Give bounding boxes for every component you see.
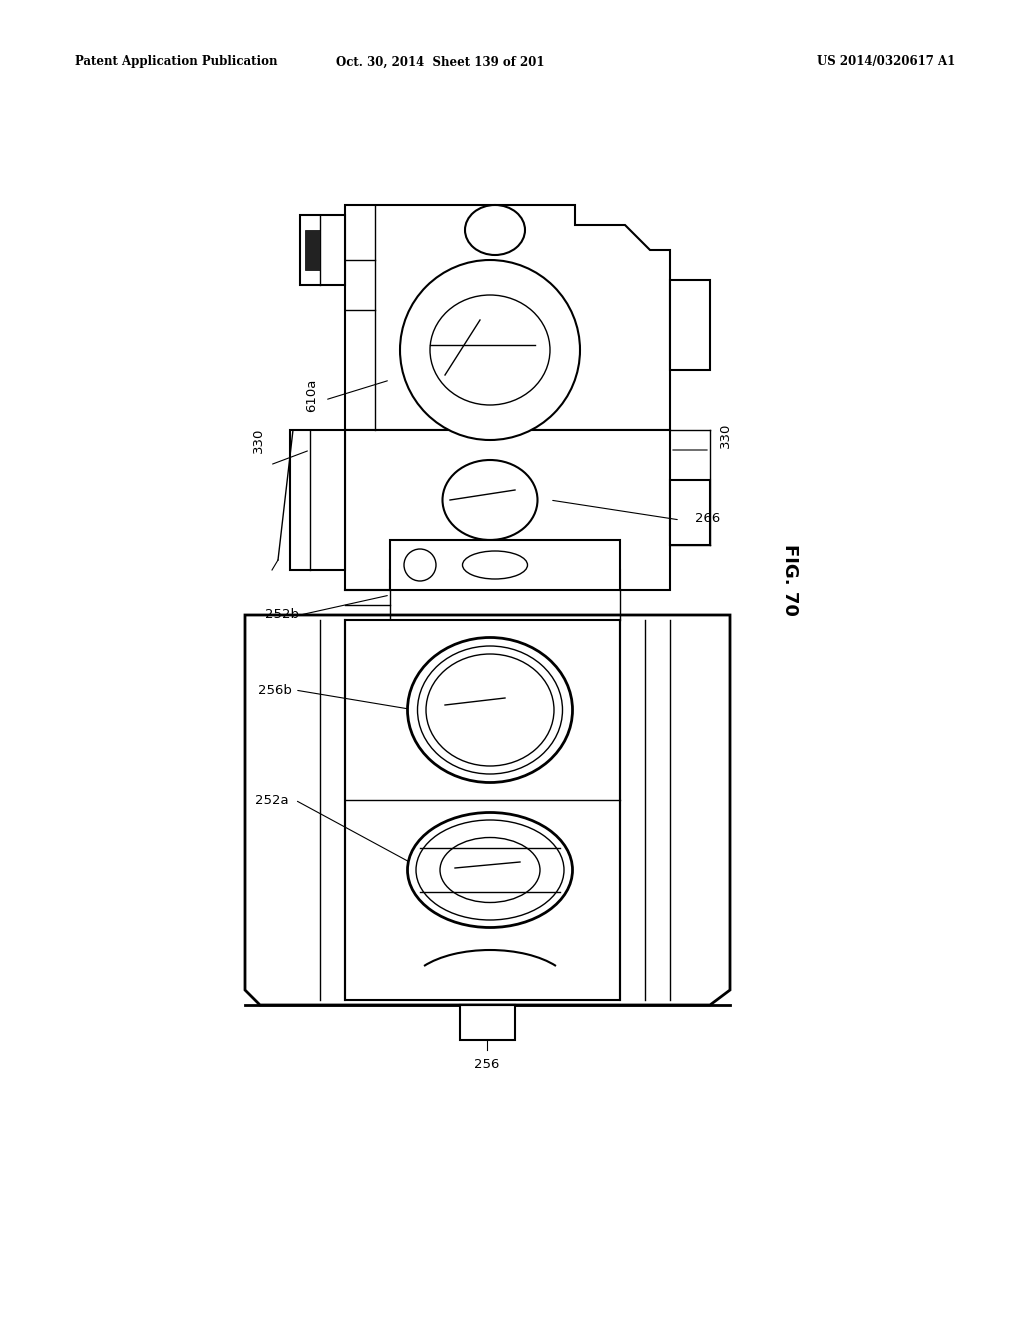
Text: 256: 256 — [474, 1059, 500, 1072]
Bar — [290, 430, 345, 570]
Ellipse shape — [426, 653, 554, 766]
Text: 256b: 256b — [258, 684, 292, 697]
Bar — [670, 480, 710, 545]
Text: 266: 266 — [695, 511, 720, 524]
Polygon shape — [245, 615, 730, 1005]
Ellipse shape — [442, 459, 538, 540]
Bar — [305, 230, 319, 271]
Ellipse shape — [430, 294, 550, 405]
Ellipse shape — [465, 205, 525, 255]
Bar — [670, 280, 710, 370]
Text: 330: 330 — [719, 422, 731, 447]
Text: Patent Application Publication: Patent Application Publication — [75, 55, 278, 69]
Circle shape — [400, 260, 580, 440]
Text: Oct. 30, 2014  Sheet 139 of 201: Oct. 30, 2014 Sheet 139 of 201 — [336, 55, 544, 69]
Polygon shape — [345, 430, 670, 590]
Ellipse shape — [416, 820, 564, 920]
Text: 330: 330 — [252, 428, 264, 453]
Ellipse shape — [418, 645, 562, 774]
Bar — [300, 215, 345, 285]
Ellipse shape — [440, 837, 540, 903]
Ellipse shape — [463, 550, 527, 579]
Text: 252b: 252b — [265, 609, 299, 622]
Text: 252a: 252a — [255, 793, 289, 807]
Polygon shape — [345, 205, 670, 430]
Bar — [460, 1005, 515, 1040]
Text: 610a: 610a — [305, 379, 318, 412]
Text: US 2014/0320617 A1: US 2014/0320617 A1 — [817, 55, 955, 69]
Ellipse shape — [408, 813, 572, 928]
Ellipse shape — [408, 638, 572, 783]
Circle shape — [404, 549, 436, 581]
Bar — [345, 620, 620, 1001]
Text: FIG. 70: FIG. 70 — [781, 544, 799, 616]
Bar — [390, 540, 620, 590]
